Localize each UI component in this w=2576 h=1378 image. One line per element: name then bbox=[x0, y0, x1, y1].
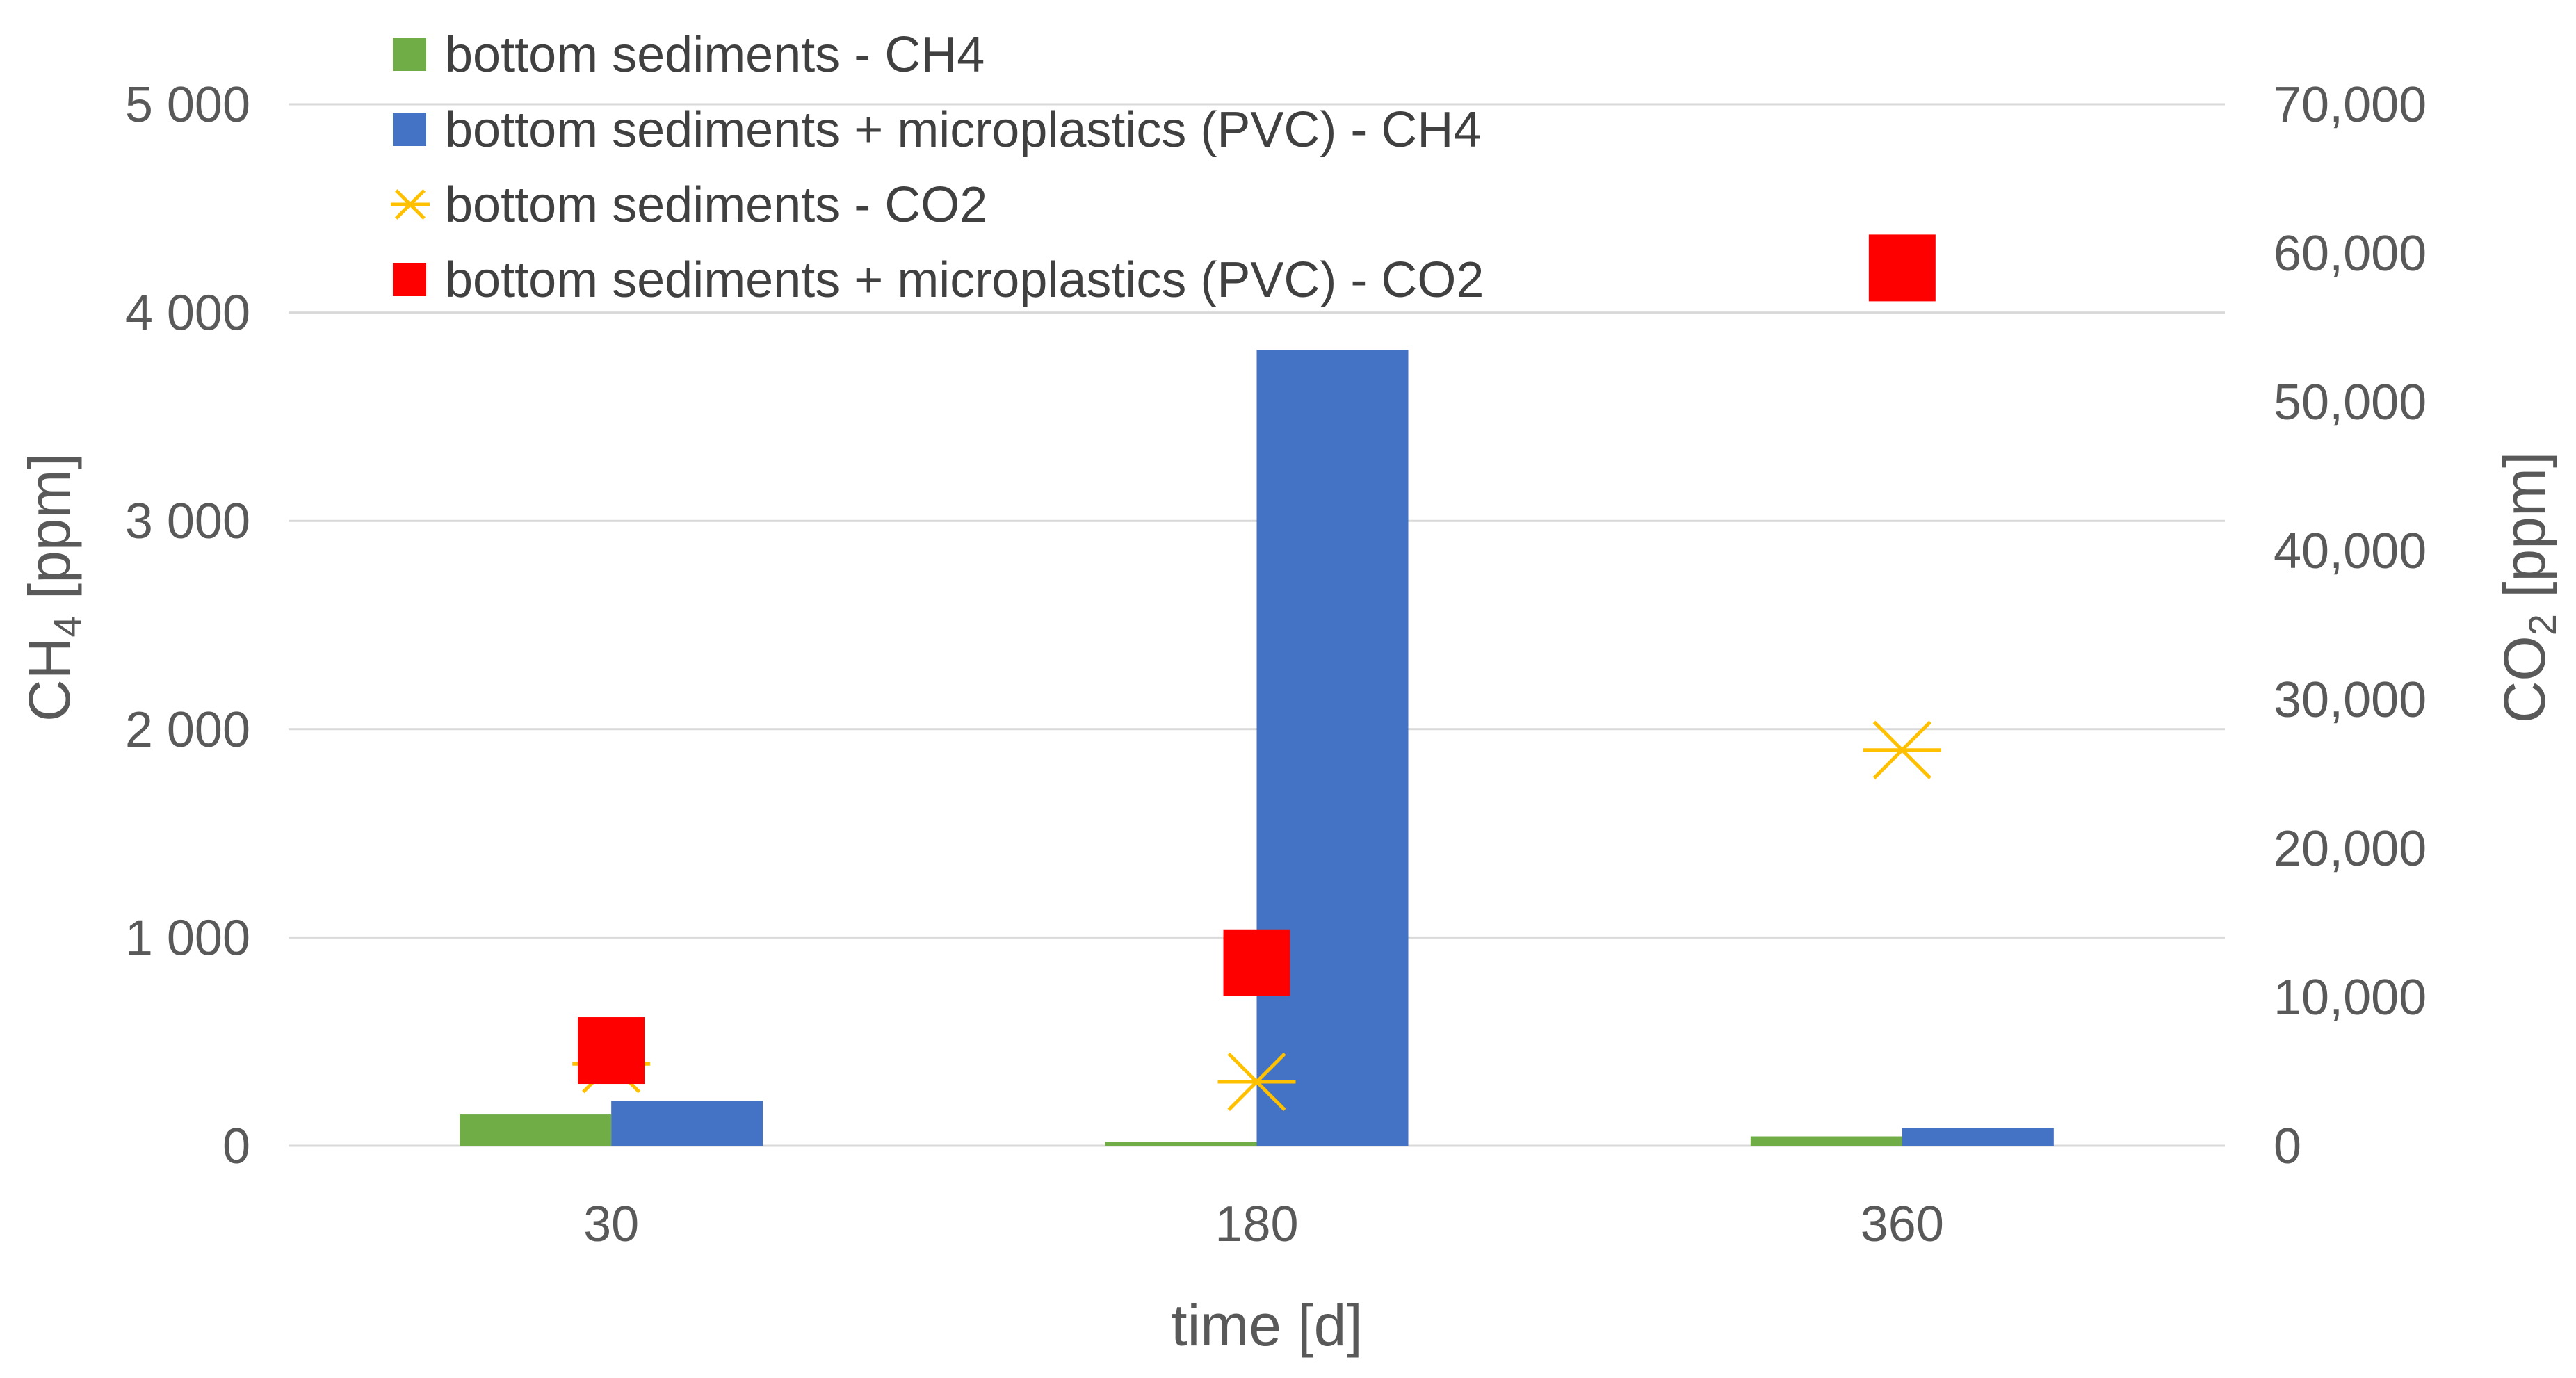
legend-item-1-swatch bbox=[393, 113, 426, 146]
bar-bottom-sediments-ch4-360 bbox=[1750, 1136, 1902, 1146]
y-axis-right-title-base: CO bbox=[2492, 635, 2557, 723]
y2-tick-label-5: 50,000 bbox=[2274, 375, 2427, 430]
y2-tick-label-3: 30,000 bbox=[2274, 672, 2427, 728]
bar-bottom-sediments-microplastics-pvc-ch4-180 bbox=[1256, 350, 1409, 1146]
bar-bottom-sediments-microplastics-pvc-ch4-360 bbox=[1902, 1128, 2054, 1146]
bar-bottom-sediments-ch4-30 bbox=[460, 1114, 612, 1146]
x-tick-label-0: 30 bbox=[583, 1197, 639, 1252]
x-axis-title: time [d] bbox=[1171, 1292, 1362, 1358]
legend-item-2-label: bottom sediments - CO2 bbox=[445, 177, 987, 233]
y-axis-right-title-unit: [ppm] bbox=[2492, 452, 2557, 614]
marker-bottom-sediments-co2-360 bbox=[1863, 720, 1941, 779]
y-axis-right-title: CO2 [ppm] bbox=[2492, 452, 2564, 724]
legend-item-0-swatch bbox=[393, 38, 426, 71]
legend-item-2-swatch bbox=[391, 189, 430, 220]
legend-item-0-label: bottom sediments - CH4 bbox=[445, 27, 985, 83]
y2-tick-label-0: 0 bbox=[2274, 1119, 2301, 1174]
y-axis-left-title: CH4 [ppm] bbox=[17, 453, 89, 722]
x-tick-label-2: 360 bbox=[1861, 1197, 1944, 1252]
marker-bottom-sediments-microplastics-pvc-co2-30 bbox=[578, 1017, 645, 1085]
y-tick-label-5: 5 000 bbox=[125, 77, 250, 133]
marker-bottom-sediments-microplastics-pvc-co2-180 bbox=[1223, 929, 1290, 996]
y2-tick-label-2: 20,000 bbox=[2274, 821, 2427, 877]
y-axis-right-ticks: 0 10,000 20,000 30,000 40,000 50,000 60,000 70,… bbox=[2274, 77, 2427, 1174]
y-tick-label-0: 0 bbox=[222, 1119, 250, 1174]
scatter-markers bbox=[572, 234, 1941, 1112]
y-axis-left-title-subscript: 4 bbox=[45, 615, 89, 637]
x-axis-ticks: 30 180 360 bbox=[583, 1197, 1944, 1252]
y-axis-left-ticks: 0 1 000 2 000 3 000 4 000 5 000 bbox=[125, 77, 250, 1174]
y-axis-left-title-base: CH bbox=[17, 638, 82, 722]
legend-item-3-swatch bbox=[393, 263, 426, 296]
bar-bottom-sediments-ch4-180 bbox=[1105, 1142, 1257, 1146]
y-tick-label-3: 3 000 bbox=[125, 494, 250, 549]
y-tick-label-2: 2 000 bbox=[125, 702, 250, 758]
bars bbox=[460, 350, 2054, 1146]
y-axis-left-title-unit: [ppm] bbox=[17, 453, 82, 615]
legend-item-1-label: bottom sediments + microplastics (PVC) -… bbox=[445, 102, 1481, 158]
y2-tick-label-7: 70,000 bbox=[2274, 77, 2427, 133]
marker-bottom-sediments-co2-180 bbox=[1217, 1052, 1296, 1112]
y2-tick-label-1: 10,000 bbox=[2274, 970, 2427, 1026]
legend-item-3-label: bottom sediments + microplastics (PVC) -… bbox=[445, 252, 1484, 308]
y-tick-label-1: 1 000 bbox=[125, 910, 250, 966]
bar-bottom-sediments-microplastics-pvc-ch4-30 bbox=[611, 1101, 763, 1146]
y2-tick-label-4: 40,000 bbox=[2274, 524, 2427, 579]
y2-tick-label-6: 60,000 bbox=[2274, 226, 2427, 282]
y-axis-right-title-subscript: 2 bbox=[2520, 614, 2564, 635]
marker-bottom-sediments-microplastics-pvc-co2-360 bbox=[1868, 234, 1936, 302]
x-tick-label-1: 180 bbox=[1215, 1197, 1298, 1252]
y-tick-label-4: 4 000 bbox=[125, 286, 250, 341]
legend: bottom sediments - CH4 bottom sediments +… bbox=[391, 27, 1484, 308]
